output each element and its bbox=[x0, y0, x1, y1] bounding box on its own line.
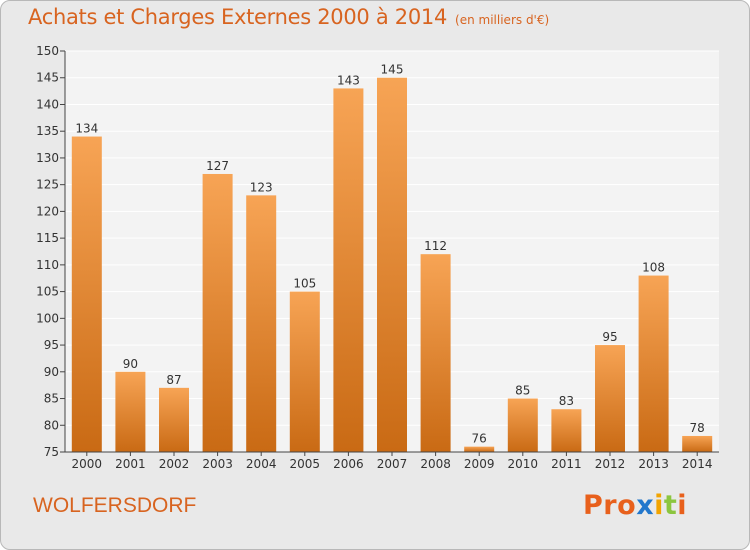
value-label-2010: 85 bbox=[515, 384, 530, 398]
y-tick-label: 135 bbox=[36, 124, 59, 138]
bar-2011 bbox=[551, 409, 582, 452]
value-label-2005: 105 bbox=[293, 277, 316, 291]
value-label-2001: 90 bbox=[123, 357, 138, 371]
value-label-2006: 143 bbox=[337, 73, 360, 87]
value-label-2003: 127 bbox=[206, 159, 229, 173]
x-tick-label-2000: 2000 bbox=[72, 457, 103, 471]
brand-letter: x bbox=[636, 490, 655, 521]
x-tick-label-2011: 2011 bbox=[551, 457, 582, 471]
chart-title-text: Achats et Charges Externes 2000 à 2014 bbox=[28, 5, 448, 29]
y-tick-label: 80 bbox=[44, 418, 59, 432]
y-tick-label: 115 bbox=[36, 231, 59, 245]
bar-2000 bbox=[71, 136, 102, 452]
y-tick-label: 95 bbox=[44, 338, 59, 352]
x-tick-label-2003: 2003 bbox=[202, 457, 233, 471]
bar-2013 bbox=[638, 275, 669, 452]
y-tick-label: 100 bbox=[36, 311, 59, 325]
bar-2006 bbox=[333, 88, 364, 452]
x-tick-label-2014: 2014 bbox=[682, 457, 713, 471]
value-label-2002: 87 bbox=[166, 373, 181, 387]
y-tick-label: 85 bbox=[44, 392, 59, 406]
value-label-2011: 83 bbox=[559, 394, 574, 408]
brand-letter: i bbox=[677, 490, 688, 521]
brand-letter: t bbox=[663, 490, 678, 521]
y-tick-label: 75 bbox=[44, 445, 59, 459]
bar-2002 bbox=[159, 387, 189, 452]
bar-2009 bbox=[464, 446, 495, 452]
value-label-2007: 145 bbox=[381, 63, 404, 77]
bar-2003 bbox=[202, 173, 233, 452]
x-tick-label-2004: 2004 bbox=[246, 457, 277, 471]
y-tick-label: 150 bbox=[36, 44, 59, 58]
value-label-2013: 108 bbox=[642, 261, 665, 275]
x-tick-label-2007: 2007 bbox=[377, 457, 408, 471]
chart-unit-label: (en milliers d'€) bbox=[455, 13, 550, 27]
x-tick-label-2001: 2001 bbox=[115, 457, 146, 471]
y-tick-label: 140 bbox=[36, 97, 59, 111]
bar-2010 bbox=[507, 398, 538, 452]
location-name: WOLFERSDORF bbox=[33, 494, 197, 517]
bar-2001 bbox=[115, 371, 146, 452]
bar-2012 bbox=[595, 345, 625, 452]
y-tick-label: 105 bbox=[36, 285, 59, 299]
bar-2005 bbox=[289, 291, 320, 452]
x-tick-label-2009: 2009 bbox=[464, 457, 495, 471]
y-tick-label: 145 bbox=[36, 71, 59, 85]
y-tick-label: 125 bbox=[36, 178, 59, 192]
value-label-2000: 134 bbox=[75, 122, 98, 136]
value-label-2012: 95 bbox=[602, 330, 617, 344]
bar-2008 bbox=[420, 254, 451, 452]
x-tick-label-2012: 2012 bbox=[595, 457, 626, 471]
x-tick-label-2006: 2006 bbox=[333, 457, 364, 471]
value-label-2004: 123 bbox=[250, 180, 273, 194]
x-tick-label-2013: 2013 bbox=[638, 457, 669, 471]
value-label-2009: 76 bbox=[472, 432, 487, 446]
brand-logo: Proxiti bbox=[583, 490, 687, 521]
brand-letter: P bbox=[583, 490, 604, 521]
x-tick-label-2005: 2005 bbox=[290, 457, 321, 471]
y-tick-label: 130 bbox=[36, 151, 59, 165]
y-tick-label: 90 bbox=[44, 365, 59, 379]
x-tick-label-2002: 2002 bbox=[159, 457, 190, 471]
brand-letter: o bbox=[617, 490, 637, 521]
value-label-2008: 112 bbox=[424, 239, 447, 253]
brand-letter: r bbox=[603, 490, 618, 521]
bar-2004 bbox=[246, 195, 277, 453]
y-tick-label: 120 bbox=[36, 204, 59, 218]
brand-letter: i bbox=[654, 490, 664, 521]
x-tick-label-2010: 2010 bbox=[508, 457, 539, 471]
bar-2007 bbox=[377, 77, 407, 452]
value-label-2014: 78 bbox=[690, 421, 705, 435]
bar-2014 bbox=[682, 435, 713, 452]
x-tick-label-2008: 2008 bbox=[420, 457, 451, 471]
y-tick-label: 110 bbox=[36, 258, 59, 272]
chart-title: Achats et Charges Externes 2000 à 2014 (e… bbox=[28, 5, 549, 29]
